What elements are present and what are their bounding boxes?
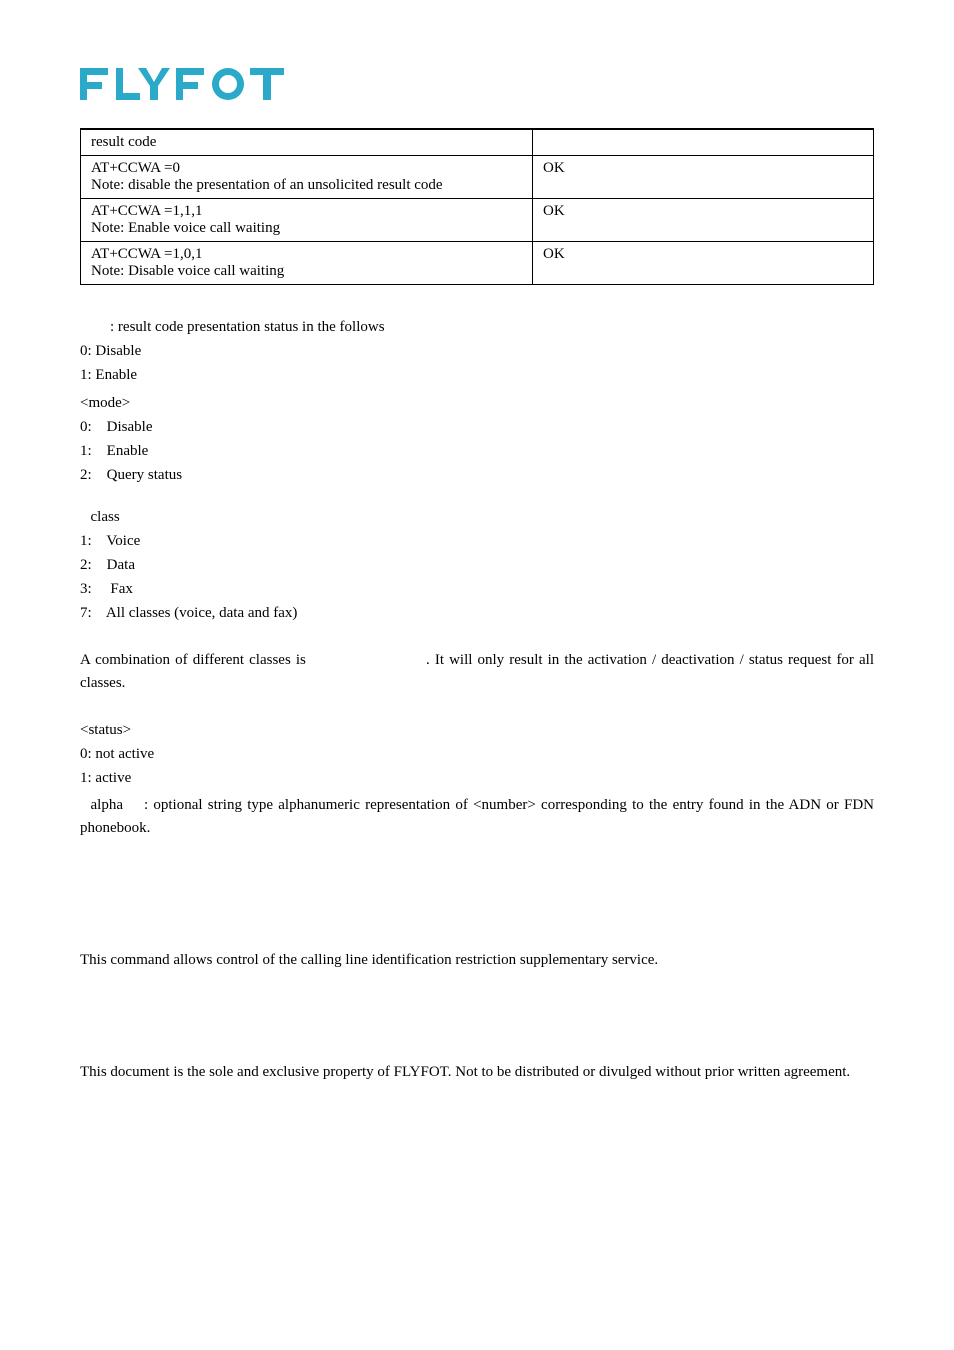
- cell-left: AT+CCWA =1,1,1 Note: Enable voice call w…: [81, 199, 533, 242]
- cell-right: OK: [533, 242, 874, 285]
- n-opt: 0: Disable: [80, 339, 874, 363]
- mode-opt: 2: Query status: [80, 463, 874, 487]
- class-opt: 1: Voice: [80, 529, 874, 553]
- param-status: <status> 0: not active 1: active: [80, 718, 874, 790]
- cmd: AT+CCWA =1,0,1 Note: Disable voice call …: [91, 246, 284, 279]
- class-opt: 7: All classes (voice, data and fax): [80, 601, 874, 625]
- status-opt: 1: active: [80, 766, 874, 790]
- class-label: class: [80, 505, 874, 529]
- mode-label: <mode>: [80, 391, 874, 415]
- logo: [80, 60, 874, 108]
- status-opt: 0: not active: [80, 742, 874, 766]
- combination-note: A combination of different classes is . …: [80, 649, 874, 694]
- cell-left: AT+CCWA =1,0,1 Note: Disable voice call …: [81, 242, 533, 285]
- cmd: AT+CCWA =0 Note: disable the presentatio…: [91, 160, 443, 193]
- cell-right: OK: [533, 156, 874, 199]
- mode-opt: 1: Enable: [80, 439, 874, 463]
- table-row: AT+CCWA =1,1,1 Note: Enable voice call w…: [81, 199, 874, 242]
- example-table: result code AT+CCWA =0 Note: disable the…: [80, 128, 874, 285]
- clir-description: This command allows control of the calli…: [80, 949, 779, 972]
- cmd: AT+CCWA =1,1,1 Note: Enable voice call w…: [91, 203, 280, 236]
- table-row: AT+CCWA =0 Note: disable the presentatio…: [81, 156, 874, 199]
- n-desc: : result code presentation status in the…: [80, 315, 874, 339]
- class-opt: 2: Data: [80, 553, 874, 577]
- alpha-prefix: alpha: [80, 797, 123, 813]
- param-mode: <mode> 0: Disable 1: Enable 2: Query sta…: [80, 391, 874, 487]
- cell-right: OK: [533, 199, 874, 242]
- footer-text: This document is the sole and exclusive …: [80, 1062, 874, 1083]
- param-n: : result code presentation status in the…: [80, 315, 874, 387]
- alpha-desc: alpha : optional string type alphanumeri…: [80, 794, 874, 839]
- cell-left: result code: [81, 129, 533, 156]
- n-opt: 1: Enable: [80, 363, 874, 387]
- table-row: AT+CCWA =1,0,1 Note: Disable voice call …: [81, 242, 874, 285]
- cell-left: AT+CCWA =0 Note: disable the presentatio…: [81, 156, 533, 199]
- mode-opt: 0: Disable: [80, 415, 874, 439]
- cell-right: [533, 129, 874, 156]
- combo-prefix: A combination of different classes is: [80, 652, 311, 668]
- class-opt: 3: Fax: [80, 577, 874, 601]
- alpha-body: : optional string type alphanumeric repr…: [80, 797, 874, 836]
- param-class: class 1: Voice 2: Data 3: Fax 7: All cla…: [80, 505, 874, 625]
- status-label: <status>: [80, 718, 874, 742]
- table-row: result code: [81, 129, 874, 156]
